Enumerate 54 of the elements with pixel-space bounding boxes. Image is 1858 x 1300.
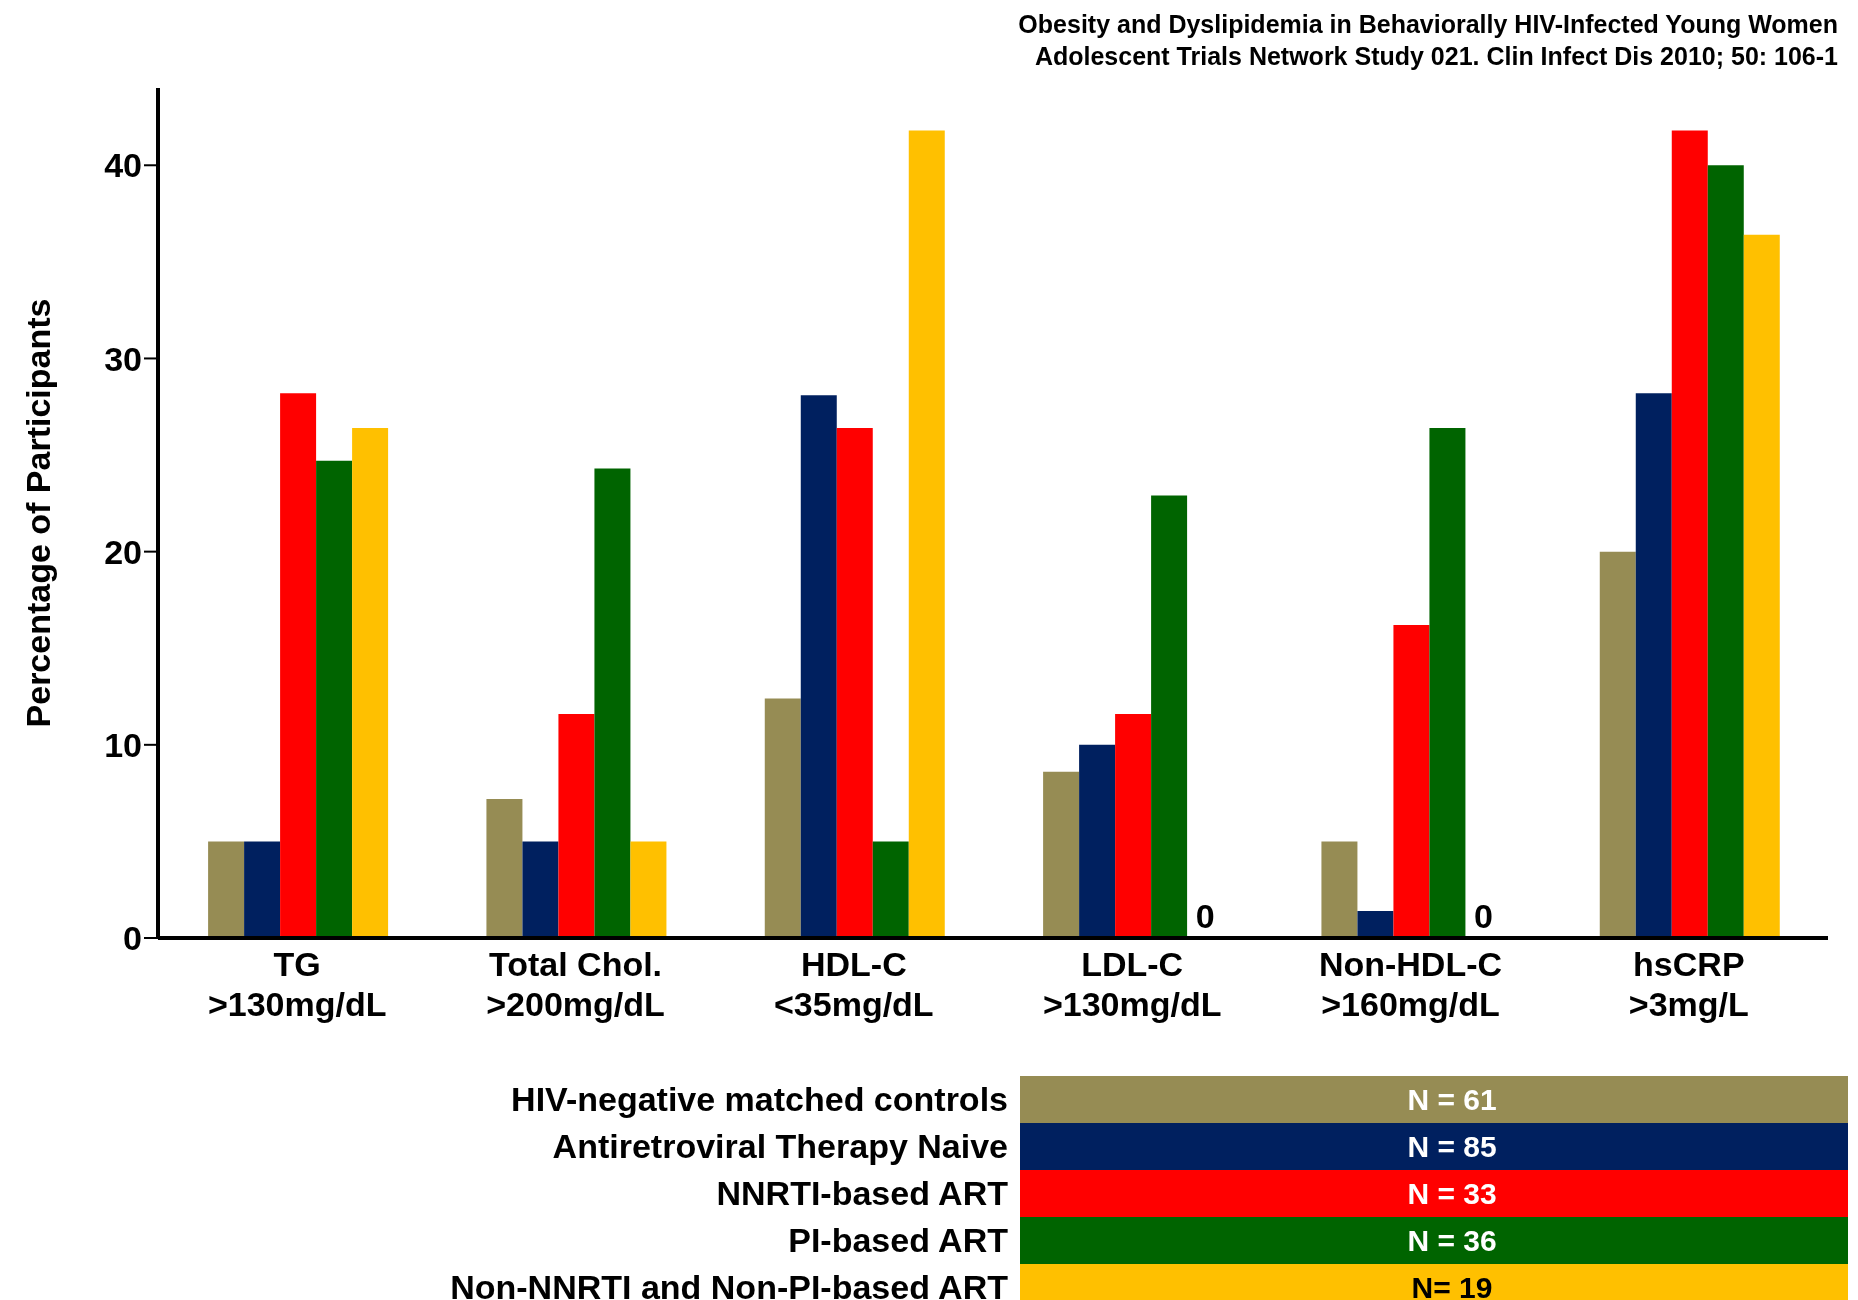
text: Adolescent Trials Network Study 021. Clin Infect Dis 2010; 50: 106-1 bbox=[1033, 41, 1838, 72]
bar bbox=[594, 468, 631, 938]
x-tick-label: HDL-C <35mg/dL bbox=[774, 945, 934, 1023]
bar bbox=[1635, 393, 1672, 938]
text: N = 85 bbox=[1056, 1123, 1848, 1170]
bar bbox=[1743, 234, 1780, 938]
data-label: 0 bbox=[1195, 897, 1215, 935]
bar bbox=[630, 841, 667, 938]
bar bbox=[486, 798, 523, 938]
legend-label: Non-NNRTI and Non-PI-based ART bbox=[449, 1268, 1009, 1300]
x-tick-label: Total Chol. >200mg/dL bbox=[486, 945, 665, 1023]
bar bbox=[1321, 841, 1358, 938]
text: N = 33 bbox=[1056, 1170, 1848, 1217]
data-label: 0 bbox=[1473, 897, 1493, 935]
x-tick-label: Non-HDL-C >160mg/dL bbox=[1318, 945, 1503, 1023]
bar bbox=[908, 130, 945, 938]
bar bbox=[1079, 744, 1116, 938]
bar bbox=[764, 698, 801, 938]
bar bbox=[836, 428, 873, 938]
text: N= 19 bbox=[1056, 1264, 1848, 1300]
legend-label: PI-based ART bbox=[787, 1221, 1009, 1260]
legend-label: Antiretroviral Therapy Naive bbox=[551, 1127, 1009, 1166]
y-tick-label: 0 bbox=[123, 919, 142, 958]
bar bbox=[872, 841, 909, 938]
bar bbox=[1043, 771, 1080, 938]
bar bbox=[1151, 495, 1188, 938]
bar bbox=[1357, 910, 1394, 938]
y-tick-label: 40 bbox=[104, 146, 142, 185]
y-tick-label: 30 bbox=[104, 339, 142, 378]
bar bbox=[1707, 165, 1744, 938]
bar bbox=[1599, 551, 1636, 938]
bar bbox=[208, 841, 245, 938]
bar bbox=[1671, 130, 1708, 938]
bar bbox=[316, 460, 353, 938]
bar bbox=[558, 713, 595, 938]
x-tick-label: hsCRP >3mg/L bbox=[1628, 945, 1749, 1023]
legend-label: NNRTI-based ART bbox=[715, 1174, 1009, 1213]
text: N = 36 bbox=[1056, 1217, 1848, 1264]
bar bbox=[1115, 713, 1152, 938]
y-axis-title: Percentage of Participants bbox=[19, 298, 58, 728]
x-tick-label: LDL-C >130mg/dL bbox=[1042, 945, 1222, 1023]
y-tick-label: 10 bbox=[104, 725, 142, 764]
text: N = 61 bbox=[1056, 1076, 1848, 1123]
bar bbox=[352, 428, 389, 938]
x-tick-label: TG >130mg/dL bbox=[207, 945, 387, 1023]
bar bbox=[1393, 625, 1430, 938]
text: Obesity and Dyslipidemia in Behaviorally HIV-Infected Young Women bbox=[1017, 9, 1838, 40]
y-tick-label: 20 bbox=[104, 532, 142, 571]
bar bbox=[1429, 428, 1466, 938]
bar bbox=[522, 841, 559, 938]
legend-label: HIV-negative matched controls bbox=[510, 1080, 1009, 1119]
bar bbox=[280, 393, 317, 938]
bar bbox=[800, 395, 837, 938]
bar bbox=[244, 841, 281, 938]
